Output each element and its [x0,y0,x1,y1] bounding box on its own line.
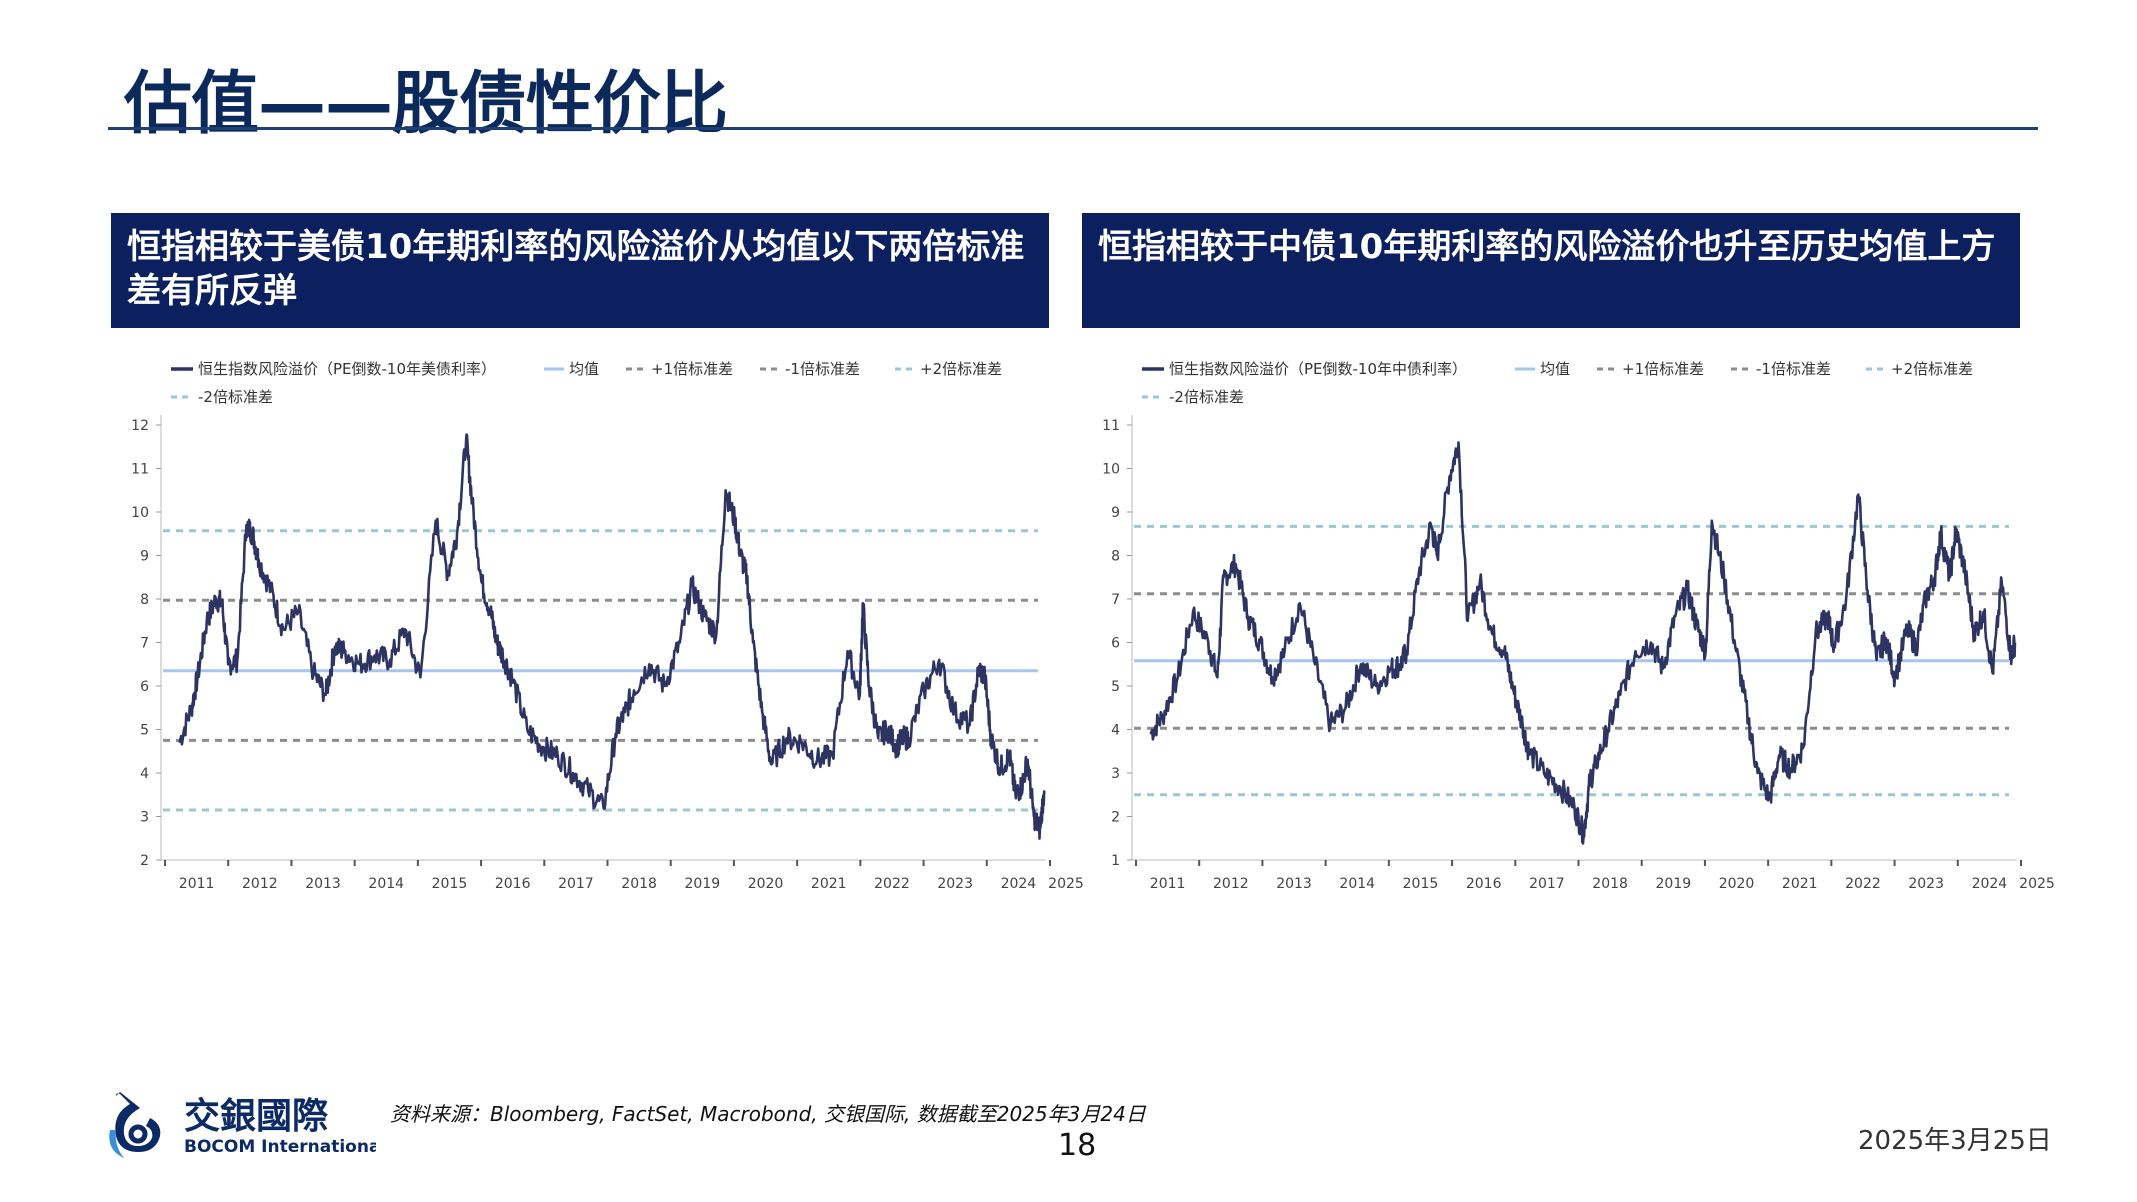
y-tick-label-3: 5 [140,723,149,739]
y-tick-label-9: 11 [131,462,149,478]
left-chart-header: 恒指相较于美债10年期利率的风险溢价从均值以下两倍标准差有所反弹 [111,213,1049,328]
source-note: 资料来源：Bloomberg, FactSet, Macrobond, 交银国际… [390,1102,1146,1126]
legend-label-4: +2倍标准差 [1891,360,1973,378]
y-tick-label-7: 8 [1111,549,1120,565]
right-chart: 恒生指数风险溢价（PE倒数-10年中债利率） 均值 +1倍标准差 -1倍标准差 +2倍标… [1102,360,2055,892]
x-tick-label-11: 2022 [874,876,910,892]
x-tick-label-12: 2023 [937,876,973,892]
page-title: 估值——股债性价比 [124,65,728,144]
x-tick-label-9: 2020 [748,876,784,892]
x-tick-label-3: 2014 [1339,876,1375,892]
x-tick-label-8: 2019 [685,876,721,892]
right-chart-header: 恒指相较于中债10年期利率的风险溢价也升至历史均值上方 [1082,213,2020,328]
series-line [1149,441,2017,845]
x-tick-label-4: 2015 [1403,876,1439,892]
y-tick-label-10: 11 [1102,418,1120,434]
y-tick-label-9: 10 [1102,462,1120,478]
x-tick-label-8: 2019 [1656,876,1692,892]
x-tick-label-14: 2025 [1048,876,1084,892]
legend-label-3: -1倍标准差 [785,360,860,378]
x-tick-label-6: 2017 [558,876,594,892]
y-tick-label-2: 3 [1111,766,1120,782]
x-tick-label-1: 2012 [1213,876,1249,892]
y-tick-label-6: 7 [1111,592,1120,608]
legend-label-1: 均值 [1540,360,1570,378]
x-tick-label-7: 2018 [621,876,657,892]
bocom-logo-icon [109,1092,161,1158]
y-tick-label-2: 4 [140,766,149,782]
title-divider [108,127,2038,130]
left-chart: 恒生指数风险溢价（PE倒数-10年美债利率） 均值 +1倍标准差 -1倍标准差 +2倍标… [131,360,1084,892]
x-tick-label-5: 2016 [495,876,531,892]
y-tick-label-0: 2 [140,853,149,869]
y-tick-label-8: 9 [1111,505,1120,521]
legend-label-4: +2倍标准差 [920,360,1002,378]
x-tick-label-6: 2017 [1529,876,1565,892]
x-tick-label-0: 2011 [1150,876,1186,892]
legend-label-3: -1倍标准差 [1756,360,1831,378]
x-tick-label-5: 2016 [1466,876,1502,892]
legend-label-0: 恒生指数风险溢价（PE倒数-10年中债利率） [1169,360,1467,378]
x-tick-label-2: 2013 [1276,876,1312,892]
bocom-logo: 交銀國際 BOCOM International [109,1092,376,1158]
x-tick-label-7: 2018 [1592,876,1628,892]
legend-label-2: +1倍标准差 [651,360,733,378]
x-tick-label-13: 2024 [1972,876,2008,892]
series-line [178,433,1046,840]
y-tick-label-4: 6 [140,679,149,695]
y-tick-label-4: 5 [1111,679,1120,695]
legend-label-5: -2倍标准差 [198,388,273,406]
legend-label-1: 均值 [569,360,599,378]
x-tick-label-10: 2021 [1782,876,1818,892]
x-tick-label-11: 2022 [1845,876,1881,892]
x-tick-label-1: 2012 [242,876,278,892]
x-tick-label-12: 2023 [1908,876,1944,892]
y-tick-label-0: 1 [1111,853,1120,869]
y-tick-label-8: 10 [131,505,149,521]
y-tick-label-10: 12 [131,418,149,434]
logo-english-name: BOCOM International [184,1137,376,1157]
x-tick-label-10: 2021 [811,876,847,892]
y-tick-label-7: 9 [140,549,149,565]
y-tick-label-6: 8 [140,592,149,608]
y-tick-label-3: 4 [1111,723,1120,739]
legend-label-2: +1倍标准差 [1622,360,1704,378]
x-tick-label-14: 2025 [2019,876,2055,892]
report-date: 2025年3月25日 [1858,1126,2052,1156]
legend-label-5: -2倍标准差 [1169,388,1244,406]
logo-chinese-name: 交銀國際 [184,1095,328,1137]
y-tick-label-5: 7 [140,636,149,652]
legend-label-0: 恒生指数风险溢价（PE倒数-10年美债利率） [198,360,496,378]
x-tick-label-0: 2011 [179,876,215,892]
page-number: 18 [1058,1128,1097,1163]
x-tick-label-3: 2014 [368,876,404,892]
x-tick-label-2: 2013 [305,876,341,892]
y-tick-label-1: 2 [1111,810,1120,826]
y-tick-label-1: 3 [140,810,149,826]
x-tick-label-4: 2015 [432,876,468,892]
y-tick-label-5: 6 [1111,636,1120,652]
x-tick-label-9: 2020 [1719,876,1755,892]
x-tick-label-13: 2024 [1001,876,1037,892]
